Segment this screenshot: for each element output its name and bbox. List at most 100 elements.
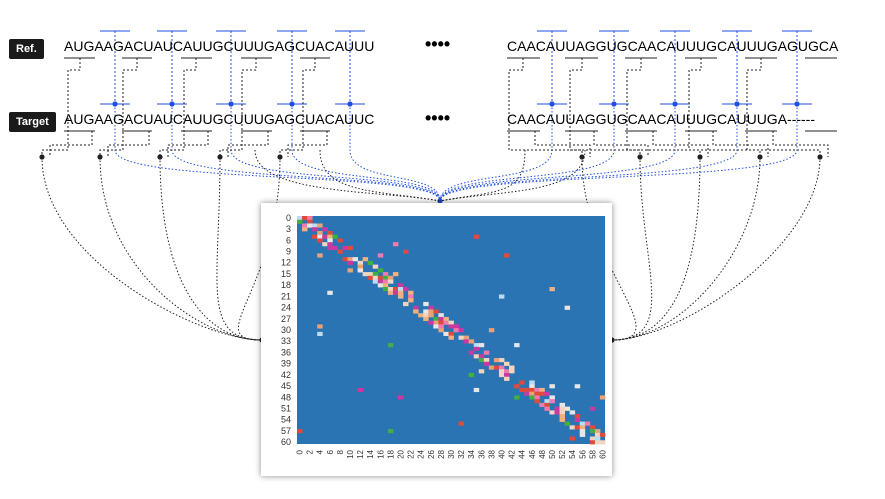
diagonal-cell-170 (594, 429, 601, 434)
x-tick-label-238: 8 (336, 449, 345, 454)
blue-link-14 (230, 104, 441, 202)
diagonal-cell-17 (322, 234, 328, 239)
diagonal-cell-55 (382, 283, 389, 288)
diagonal-cell-85 (433, 320, 439, 325)
diagonal-cell-10 (302, 227, 308, 232)
diagonal-cell-143 (534, 399, 540, 404)
left-curve-105 (159, 156, 263, 341)
diagonal-cell-75 (428, 309, 434, 314)
diagonal-cell-114 (483, 361, 490, 366)
diagonal-cell-73 (413, 309, 419, 314)
diagonal-cell-101 (463, 339, 470, 344)
diagonal-cell-18 (327, 234, 333, 239)
diagonal-cell-165 (574, 425, 581, 430)
diagonal-cell-99 (458, 335, 465, 340)
ref-staircase-79 (219, 58, 257, 157)
target-staircase-74 (49, 131, 93, 157)
x-tick-label-264: 60 (598, 449, 607, 458)
scatter-cell-197 (403, 249, 409, 254)
diagonal-cell-12 (322, 227, 328, 232)
hub-curve-115 (254, 149, 441, 202)
diagonal-cell-110 (478, 358, 485, 363)
ref-staircase-77 (159, 58, 197, 157)
blue-link-9 (171, 104, 441, 202)
y-tick-label-219: 18 (281, 280, 291, 290)
diagonal-cell-106 (468, 350, 475, 355)
scatter-cell-202 (473, 234, 480, 239)
diagonal-cell-108 (473, 354, 480, 359)
scatter-cell-194 (478, 369, 485, 374)
diagonal-cell-107 (483, 350, 490, 355)
contact-matrix: 0 3 6 9 12 15 18 21 24 27 30 33 36 39 42 45 48 51 54 57 60 0 2… (261, 203, 612, 476)
right-curve-111 (611, 156, 701, 341)
diagonal-cell-84 (443, 316, 449, 322)
diagonal-cell-65 (408, 290, 414, 295)
diagonal-cell-175 (594, 436, 601, 441)
diagonal-cell-118 (498, 365, 505, 370)
diagonal-cell-31 (347, 257, 353, 262)
diagonal-cell-25 (327, 245, 333, 251)
blue-link-34 (439, 104, 615, 202)
diagonal-cell-157 (559, 414, 566, 419)
diagonal-cell-160 (574, 417, 581, 422)
diagonal-cell-79 (428, 313, 434, 318)
diagonal-cell-45 (367, 275, 374, 280)
x-tick-label-253: 38 (487, 449, 496, 458)
diagonal-cell-153 (549, 410, 555, 415)
target-staircase-92 (772, 131, 829, 157)
scatter-cell-187 (392, 272, 399, 277)
y-tick-label-213: 0 (286, 213, 291, 223)
diagonal-cell-173 (599, 432, 606, 437)
y-tick-label-226: 39 (281, 359, 291, 369)
x-tick-label-244: 20 (397, 449, 406, 458)
diagonal-cell-24 (327, 242, 333, 247)
scatter-cell-195 (599, 395, 606, 400)
diagonal-cell-1 (297, 216, 303, 221)
diagonal-cell-64 (397, 290, 404, 295)
diagonal-cell-77 (418, 313, 424, 318)
x-tick-label-255: 42 (508, 449, 517, 458)
x-tick-label-260: 52 (558, 449, 567, 458)
x-tick-label-239: 10 (346, 449, 355, 458)
x-tick-label-242: 16 (376, 449, 385, 458)
diagonal-cell-102 (468, 339, 475, 344)
diagonal-cell-149 (544, 406, 550, 411)
y-tick-label-228: 45 (281, 381, 291, 391)
x-tick-label-262: 56 (578, 449, 587, 458)
diagonal-cell-147 (544, 402, 550, 408)
diagonal-cell-120 (498, 369, 505, 374)
x-tick-label-245: 22 (407, 449, 416, 458)
diagonal-cell-33 (362, 257, 369, 262)
x-tick-label-257: 46 (528, 449, 537, 458)
diagonal-cell-144 (544, 399, 550, 404)
diagonal-cell-89 (433, 324, 439, 329)
diagonal-cell-51 (377, 279, 384, 284)
diagonal-cell-26 (332, 245, 338, 251)
y-tick-label-233: 60 (281, 437, 291, 447)
y-tick-label-221: 24 (281, 303, 291, 313)
hub-curve-118 (439, 149, 586, 202)
y-tick-label-214: 3 (286, 224, 291, 234)
diagonal-cell-134 (539, 387, 545, 393)
diagonal-cell-93 (438, 328, 444, 333)
diagonal-cell-152 (564, 406, 571, 411)
diagonal-cell-39 (357, 268, 364, 273)
diagonal-cell-150 (554, 406, 560, 411)
diagonal-cell-58 (387, 287, 394, 292)
y-tick-label-229: 48 (281, 392, 291, 402)
diagonal-cell-29 (337, 249, 343, 254)
diagonal-cell-109 (478, 354, 485, 359)
diagonal-cell-123 (498, 372, 505, 378)
diagonal-cell-96 (443, 331, 449, 337)
blue-link-49 (439, 104, 798, 202)
diagonal-cell-178 (599, 440, 606, 445)
x-tick-label-250: 32 (457, 449, 466, 458)
diagonal-cell-177 (594, 440, 601, 445)
scatter-cell-207 (317, 324, 323, 329)
scatter-cell-186 (397, 395, 404, 400)
diagonal-cell-172 (594, 432, 601, 437)
scatter-cell-196 (428, 320, 434, 325)
diagonal-cell-21 (327, 238, 333, 243)
